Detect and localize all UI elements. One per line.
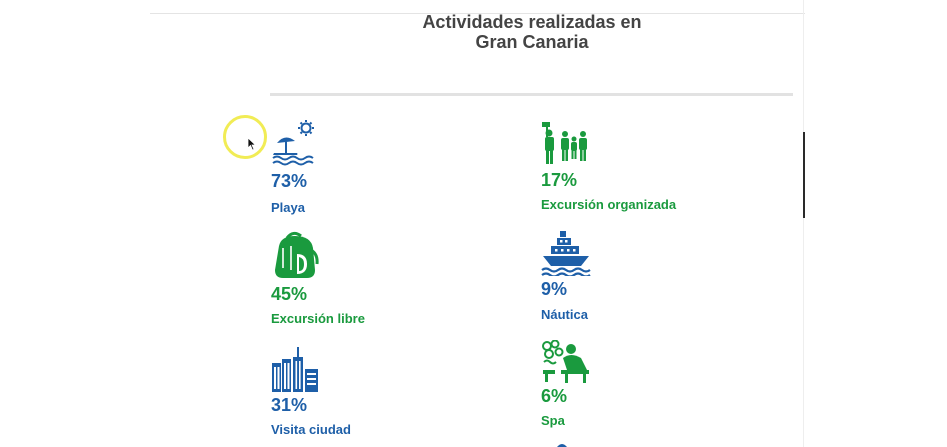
chart-title-line2: Gran Canaria	[475, 32, 589, 52]
city-icon	[272, 347, 318, 392]
value-label: 73%	[271, 171, 308, 191]
top-divider	[150, 13, 805, 14]
value-label: 31%	[271, 395, 308, 415]
beach-icon	[272, 120, 314, 166]
category-label: Visita ciudad	[271, 422, 351, 437]
chart-title: Actividades realizadas en Gran Canaria	[382, 12, 682, 52]
value-label: 17%	[541, 170, 578, 190]
category-label: Náutica	[541, 307, 588, 322]
mouse-cursor-icon	[247, 137, 257, 151]
spa-icon	[542, 340, 589, 383]
guided-tour-icon	[542, 122, 587, 164]
cursor-highlight-ring	[223, 115, 267, 159]
category-label: Spa	[541, 413, 565, 428]
category-label: Playa	[271, 200, 305, 215]
right-border	[803, 0, 804, 447]
title-separator	[270, 93, 793, 96]
category-label: Excursión organizada	[541, 197, 677, 212]
value-label: 45%	[271, 284, 308, 304]
backpack-icon	[275, 231, 319, 278]
chart-title-line1: Actividades realizadas en	[422, 12, 642, 32]
ship-icon	[541, 231, 591, 276]
right-edge-marker	[803, 132, 805, 218]
value-label: 9%	[541, 279, 568, 299]
category-label: Excursión libre	[271, 311, 365, 326]
value-label: 6%	[541, 386, 568, 406]
partial-next-icon	[557, 444, 567, 447]
